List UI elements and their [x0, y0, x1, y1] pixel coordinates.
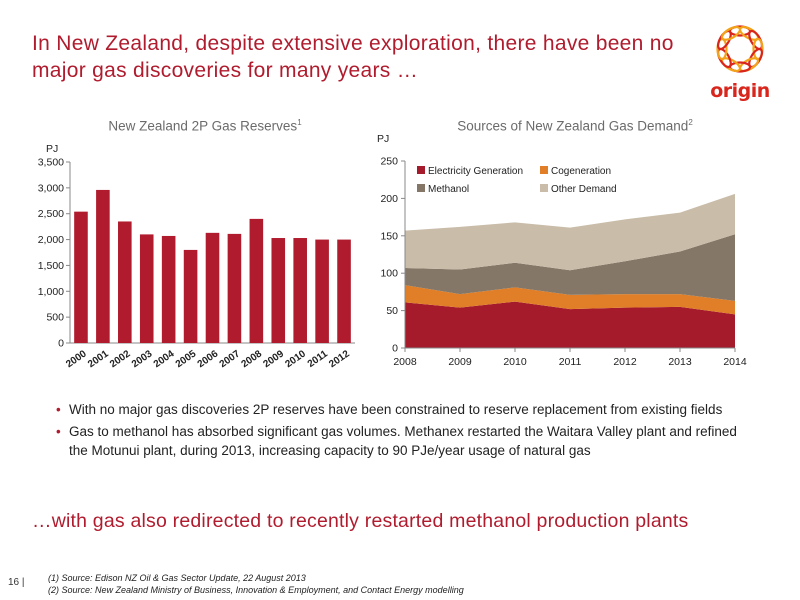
conclusion-text: …with gas also redirected to recently re… — [32, 510, 689, 532]
bar-chart-ylabel: PJ — [46, 143, 58, 155]
legend-swatch — [417, 166, 425, 174]
logo-petal — [716, 29, 732, 51]
bar-chart-bar — [205, 232, 220, 343]
bar-chart-bar — [271, 238, 286, 343]
bar-chart-x-tick-label: 2005 — [174, 348, 199, 370]
bar-chart-y-tick-label: 1,000 — [38, 286, 64, 298]
legend-label: Other Demand — [551, 184, 617, 195]
bar-chart-y-tick-label: 0 — [58, 338, 64, 350]
area-chart-y-tick-label: 200 — [380, 193, 398, 205]
bar-chart-x-tick-label: 2008 — [240, 348, 265, 370]
area-chart-y-tick-label: 100 — [380, 268, 398, 280]
bar-chart-bar — [315, 239, 329, 343]
bar-chart-bar — [227, 233, 242, 343]
area-chart-x-tick-label: 2011 — [559, 356, 582, 368]
bar-chart-title: New Zealand 2P Gas Reserves1 — [40, 118, 370, 134]
page-number: 16 | — [8, 577, 25, 588]
legend-item: Methanol — [417, 184, 469, 195]
bar-chart-bar — [249, 218, 264, 343]
legend-item: Electricity Generation — [417, 166, 523, 177]
bar-chart-x-tick-label: 2001 — [86, 348, 111, 370]
bar-chart-y-tick-label: 2,500 — [38, 208, 64, 220]
origin-logo-text: origin — [710, 80, 770, 102]
bar-chart-bar — [139, 234, 154, 343]
bullet-item: Gas to methanol has absorbed significant… — [56, 422, 746, 460]
area-chart-title-footnote: 2 — [688, 118, 693, 127]
area-series — [405, 193, 735, 271]
bar-chart-x-tick-label: 2000 — [64, 348, 89, 370]
bar-chart-x-tick-label: 2009 — [261, 348, 286, 370]
legend-label: Cogeneration — [551, 166, 611, 177]
area-chart-x-tick-label: 2013 — [668, 356, 692, 368]
bar-chart: PJ 0 500 1,000 1,500 2,000 2,500 3,000 3,500 2000… — [38, 143, 355, 370]
area-series — [405, 285, 735, 315]
source-notes: (1) Source: Edison NZ Oil & Gas Sector U… — [48, 572, 464, 596]
area-chart-title: Sources of New Zealand Gas Demand2 — [385, 118, 765, 134]
area-chart-x-tick-label: 2014 — [723, 356, 747, 368]
slide-title: In New Zealand, despite extensive explor… — [32, 32, 674, 82]
bar-chart-x-tick-label: 2010 — [283, 348, 308, 370]
bar-chart-x-tick-label: 2007 — [218, 348, 243, 370]
bar-chart-bar — [183, 249, 198, 343]
legend-item: Cogeneration — [540, 166, 611, 177]
legend-swatch — [417, 184, 425, 192]
bar-chart-bar — [96, 189, 110, 343]
area-chart-ylabel: PJ — [377, 133, 389, 145]
area-chart-x-tick-label: 2008 — [393, 356, 417, 368]
logo-petal — [720, 25, 742, 41]
bar-chart-bar — [118, 221, 132, 343]
origin-logo-mark — [716, 25, 764, 73]
bar-chart-y-tick-label: 2,000 — [38, 234, 64, 246]
legend-item: Other Demand — [540, 184, 617, 195]
area-chart-y-tick-label: 0 — [392, 343, 398, 355]
origin-logo: origin — [700, 18, 780, 108]
bar-chart-x-tick-label: 2012 — [327, 348, 352, 370]
bar-chart-x-tick-label: 2002 — [108, 348, 133, 370]
bar-chart-y-tick-label: 3,500 — [38, 157, 64, 169]
bar-chart-bar — [161, 235, 176, 343]
bar-chart-bar — [293, 238, 307, 343]
area-series — [405, 234, 735, 301]
area-chart: PJ 0 50 100 150 200 250 2008 2009 2010 2011 2012 201… — [377, 133, 747, 368]
area-chart-x-tick-label: 2009 — [448, 356, 472, 368]
bar-chart-x-tick-label: 2004 — [152, 348, 177, 370]
legend-label: Methanol — [428, 184, 469, 195]
area-chart-y-tick-label: 150 — [380, 230, 398, 242]
legend-swatch — [540, 166, 548, 174]
area-chart-x-tick-label: 2012 — [613, 356, 637, 368]
area-chart-y-tick-label: 50 — [386, 305, 398, 317]
bar-chart-x-tick-label: 2011 — [306, 348, 330, 370]
bar-chart-y-tick-label: 1,500 — [38, 260, 64, 272]
bar-chart-y-tick-label: 500 — [46, 312, 64, 324]
bar-chart-bar — [74, 211, 88, 343]
bar-chart-y-tick-label: 3,000 — [38, 182, 64, 194]
legend-swatch — [540, 184, 548, 192]
area-chart-title-text: Sources of New Zealand Gas Demand — [457, 118, 689, 134]
legend-label: Electricity Generation — [428, 166, 523, 177]
bullet-list: With no major gas discoveries 2P reserve… — [56, 400, 746, 463]
bar-chart-x-tick-label: 2006 — [196, 348, 221, 370]
area-chart-y-tick-label: 250 — [380, 156, 398, 168]
source-note: (1) Source: Edison NZ Oil & Gas Sector U… — [48, 573, 306, 583]
bar-chart-title-text: New Zealand 2P Gas Reserves — [108, 118, 298, 134]
bar-chart-title-footnote: 1 — [297, 118, 302, 127]
area-series — [405, 301, 735, 348]
bullet-item: With no major gas discoveries 2P reserve… — [56, 400, 746, 419]
source-note: (2) Source: New Zealand Ministry of Busi… — [48, 585, 464, 595]
area-chart-x-tick-label: 2010 — [503, 356, 527, 368]
bar-chart-x-tick-label: 2003 — [130, 348, 155, 370]
bar-chart-bar — [337, 239, 351, 343]
